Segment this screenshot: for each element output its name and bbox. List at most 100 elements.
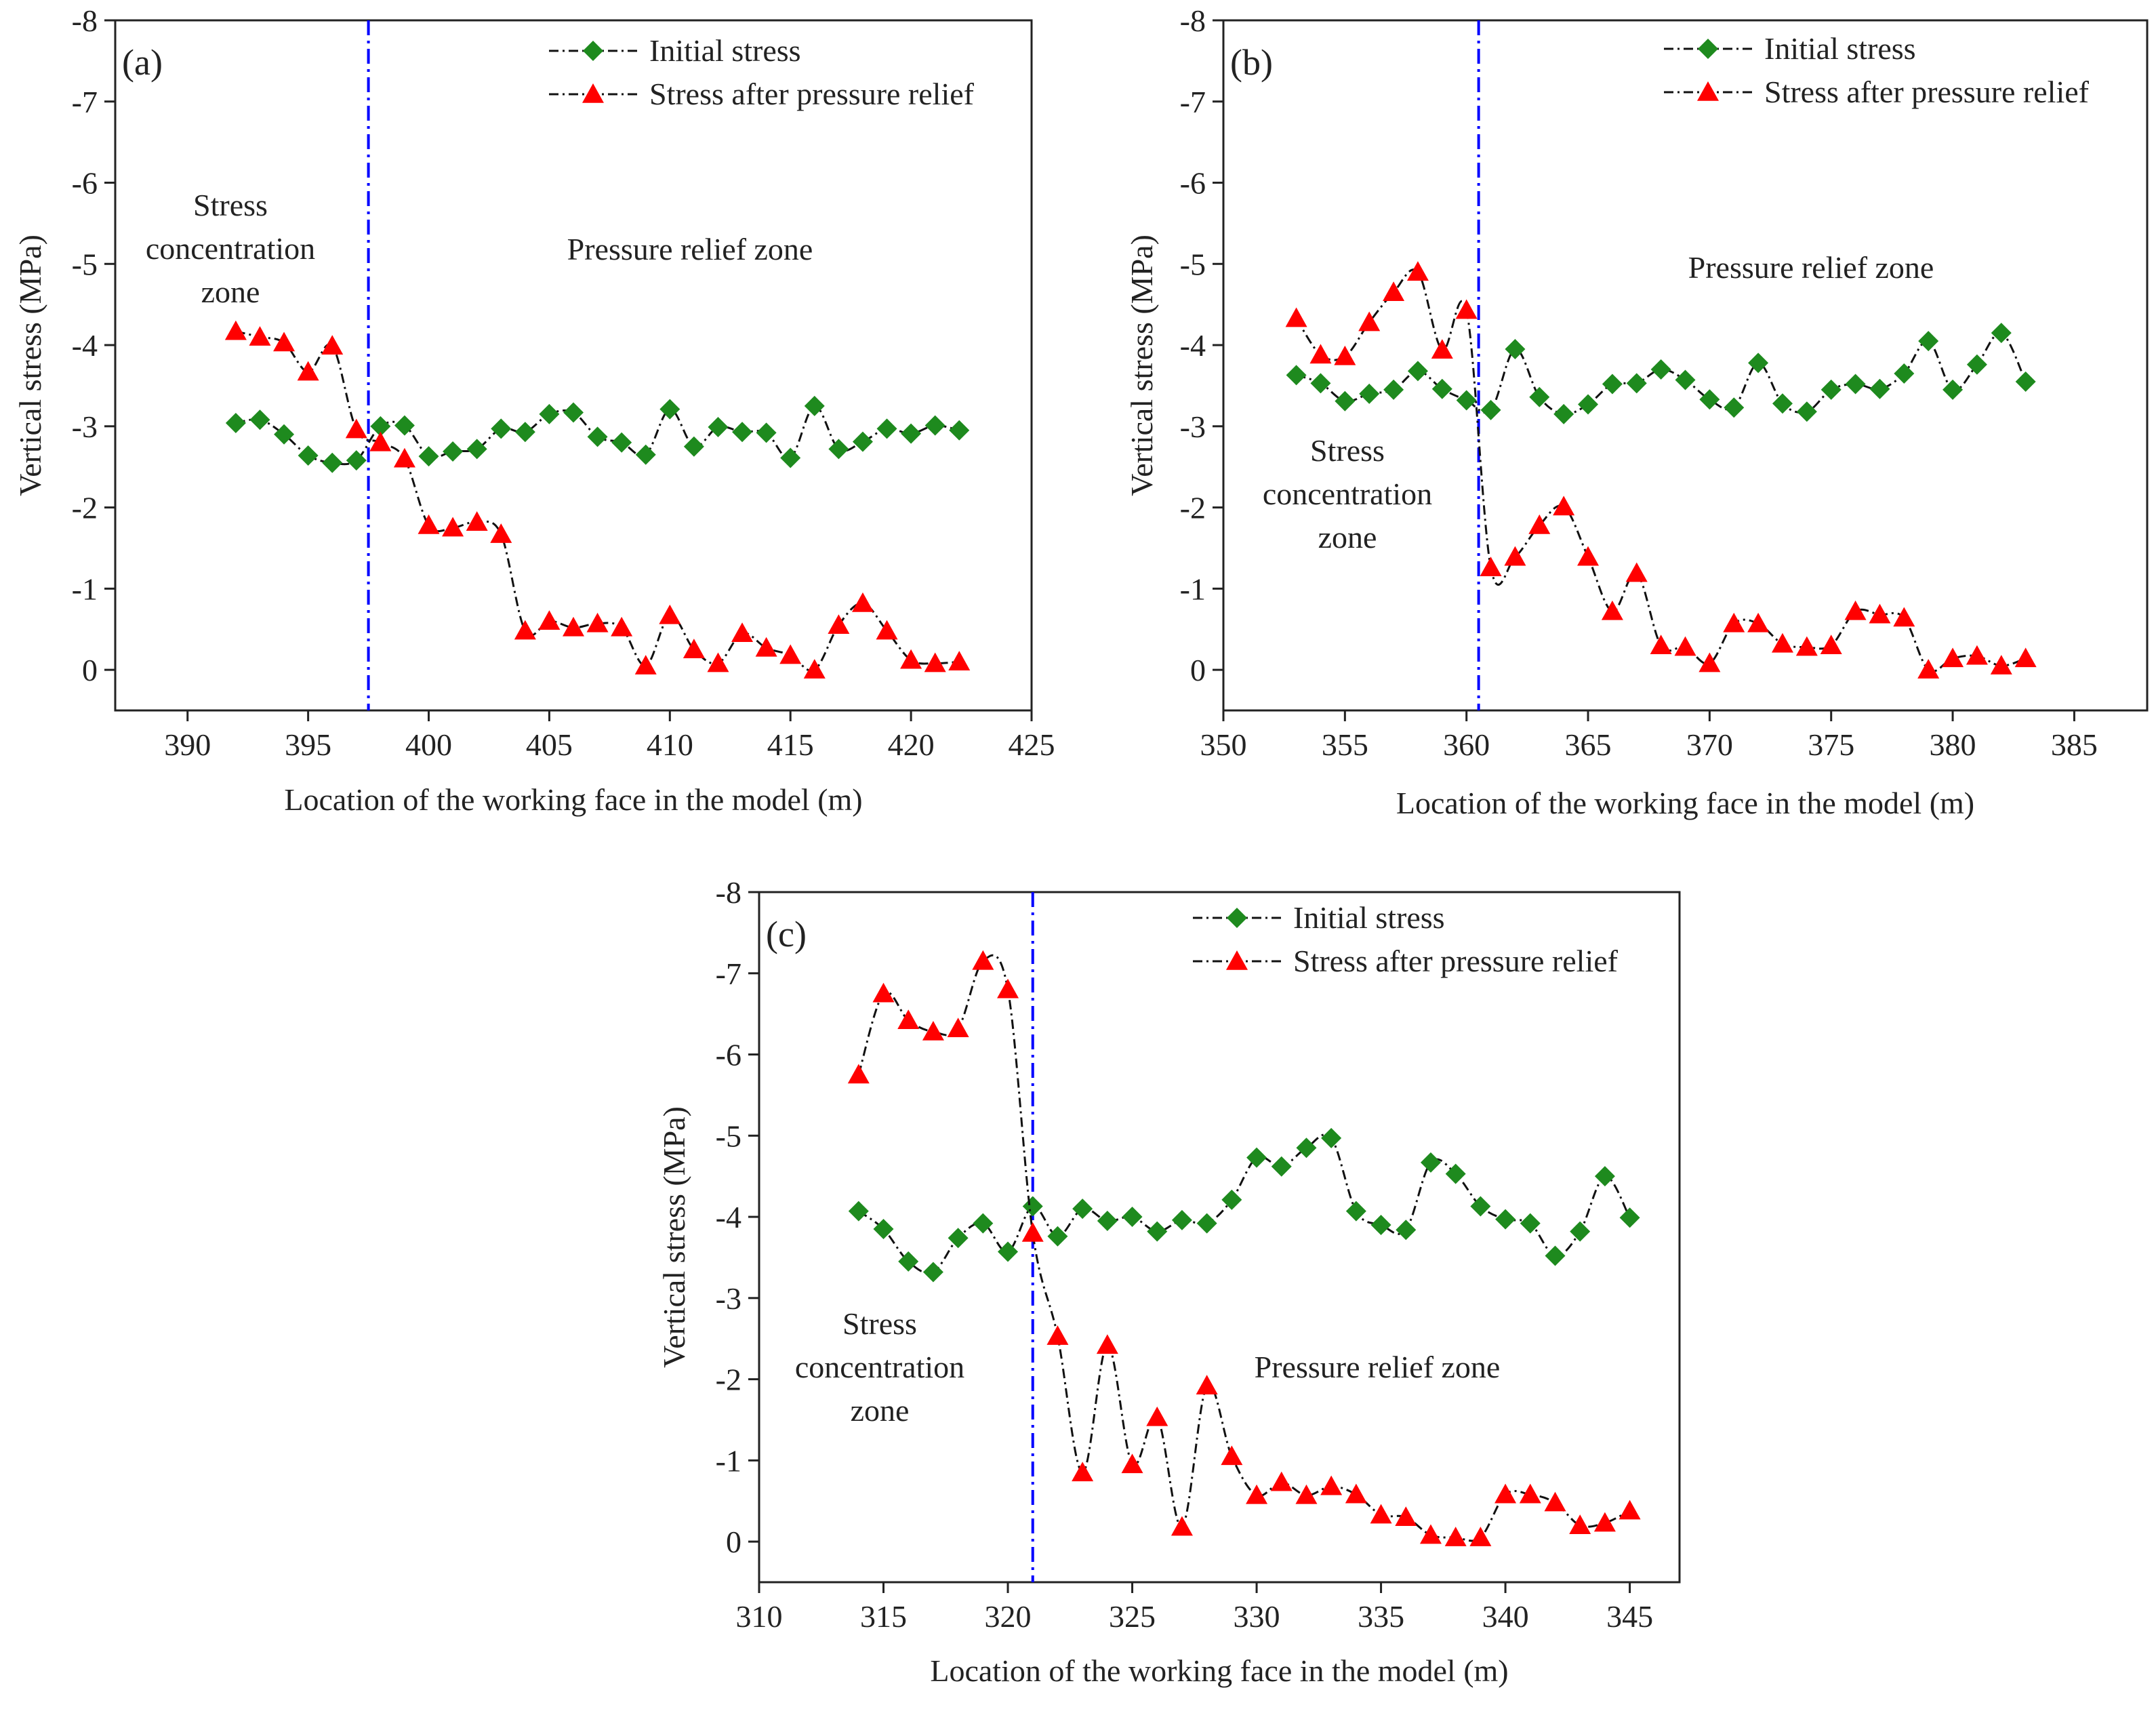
data-point-diamond: [1171, 1209, 1192, 1230]
data-point-triangle: [273, 331, 296, 352]
legend-marker-triangle: [1226, 950, 1248, 970]
y-tick-label: -6: [716, 1038, 741, 1072]
x-tick-label: 325: [1109, 1599, 1156, 1634]
data-point-diamond: [1147, 1221, 1168, 1242]
x-tick-label: 425: [1009, 727, 1055, 762]
data-point-triangle: [922, 1020, 944, 1041]
plot-frame: [1222, 19, 2149, 712]
data-point-triangle: [1893, 607, 1915, 627]
data-point-diamond: [1359, 383, 1380, 404]
data-point-triangle: [897, 1009, 920, 1030]
data-point-diamond: [346, 450, 367, 471]
y-tick-label: -7: [72, 85, 98, 119]
series-stress-after-relief: [224, 320, 971, 679]
stress-concentration-zone-label: zone: [851, 1393, 910, 1428]
data-point-diamond: [1529, 386, 1550, 407]
data-point-diamond: [1619, 1207, 1640, 1228]
data-point-diamond: [683, 436, 704, 457]
data-point-diamond: [1772, 393, 1793, 414]
data-point-triangle: [731, 622, 754, 643]
y-tick-label: -4: [716, 1200, 741, 1234]
x-axis-title: Location of the working face in the mode…: [1396, 786, 1974, 820]
x-tick-label: 370: [1686, 727, 1733, 762]
data-point-diamond: [611, 432, 632, 453]
data-point-diamond: [852, 431, 873, 452]
data-point-diamond: [1894, 363, 1915, 384]
stress-concentration-zone-label: concentration: [1263, 477, 1432, 511]
data-point-triangle: [611, 616, 633, 637]
y-tick-label: -3: [716, 1281, 741, 1316]
x-tick-label: 320: [985, 1599, 1032, 1634]
x-tick-label: 395: [285, 727, 331, 762]
data-point-triangle: [1345, 1483, 1367, 1504]
pressure-relief-zone-label: Pressure relief zone: [1688, 250, 1934, 285]
series-stress-after-relief: [1285, 261, 2037, 679]
data-point-diamond: [1650, 359, 1671, 380]
x-axis-title: Location of the working face in the mode…: [284, 782, 862, 817]
data-point-triangle: [1072, 1462, 1094, 1482]
x-tick-label: 415: [767, 727, 814, 762]
data-point-diamond: [1545, 1245, 1566, 1266]
data-point-diamond: [1675, 369, 1696, 390]
panel-label: (c): [766, 914, 807, 954]
y-tick-label: 0: [726, 1525, 741, 1559]
data-point-diamond: [563, 402, 584, 423]
data-point-diamond: [1505, 339, 1526, 360]
data-point-diamond: [1570, 1221, 1591, 1242]
data-point-diamond: [1626, 373, 1647, 394]
data-point-diamond: [708, 417, 729, 438]
data-point-diamond: [873, 1219, 894, 1240]
data-point-triangle: [1046, 1325, 1069, 1345]
legend-label: Stress after pressure relief: [649, 77, 975, 111]
plot-frame: [114, 19, 1033, 712]
data-point-diamond: [1796, 401, 1817, 422]
data-point-triangle: [872, 982, 895, 1003]
data-point-triangle: [1619, 1499, 1641, 1520]
data-point-diamond: [1047, 1226, 1068, 1247]
data-point-triangle: [224, 320, 247, 340]
data-point-diamond: [756, 422, 777, 443]
y-tick-label: -4: [72, 328, 98, 363]
series-initial-stress: [225, 395, 970, 473]
y-tick-label: -6: [72, 166, 98, 201]
stress-concentration-zone-label: Stress: [1310, 433, 1385, 468]
x-tick-label: 330: [1234, 1599, 1280, 1634]
data-point-diamond: [1480, 399, 1501, 420]
y-tick-label: 0: [82, 653, 98, 687]
data-point-diamond: [1553, 403, 1574, 424]
data-point-triangle: [847, 1064, 870, 1084]
data-point-diamond: [1335, 390, 1356, 411]
y-tick-label: -3: [72, 409, 98, 444]
data-point-triangle: [779, 644, 802, 664]
data-point-triangle: [2014, 647, 2037, 668]
data-point-diamond: [1821, 379, 1842, 400]
y-tick-label: -8: [1180, 3, 1206, 38]
data-point-diamond: [732, 422, 753, 443]
data-point-diamond: [898, 1251, 919, 1272]
panel-label: (b): [1230, 42, 1273, 83]
data-point-diamond: [828, 439, 849, 460]
data-point-diamond: [1246, 1147, 1267, 1168]
legend-marker-diamond: [1698, 39, 1718, 59]
plot-frame: [758, 891, 1681, 1584]
data-point-diamond: [1699, 389, 1720, 410]
data-point-triangle: [755, 637, 777, 657]
y-tick-label: -1: [1180, 571, 1206, 606]
data-point-triangle: [1990, 655, 2012, 675]
x-tick-label: 355: [1322, 727, 1368, 762]
data-point-triangle: [876, 620, 898, 640]
x-tick-label: 315: [860, 1599, 907, 1634]
data-point-triangle: [1096, 1334, 1118, 1354]
x-tick-label: 400: [405, 727, 452, 762]
data-point-diamond: [1456, 390, 1477, 411]
data-point-diamond: [587, 426, 608, 447]
data-point-triangle: [249, 326, 271, 346]
series-initial-stress: [1286, 323, 2036, 424]
y-tick-label: -3: [1180, 409, 1206, 444]
data-point-diamond: [1724, 397, 1745, 418]
data-point-triangle: [1444, 1527, 1467, 1546]
data-point-triangle: [1320, 1475, 1343, 1495]
series-line: [857, 1133, 1631, 1274]
data-point-diamond: [2015, 371, 2036, 392]
data-point-triangle: [707, 652, 729, 672]
